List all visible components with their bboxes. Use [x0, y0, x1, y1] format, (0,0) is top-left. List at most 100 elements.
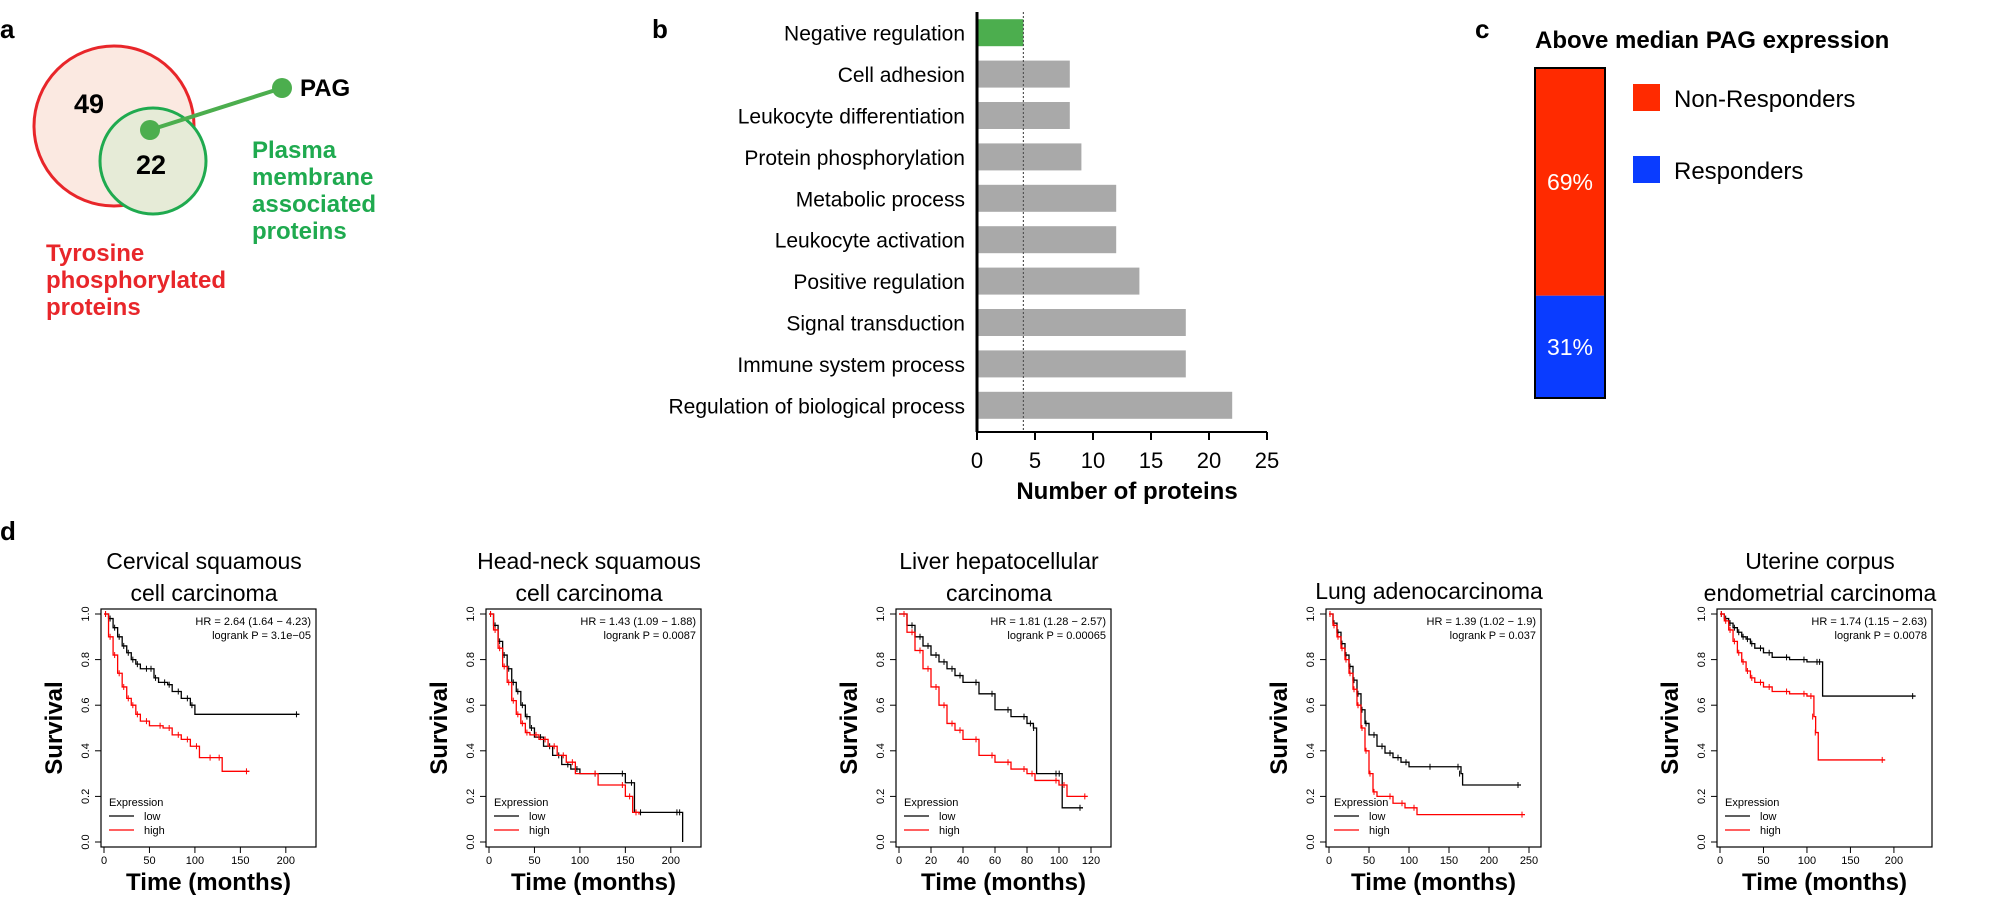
stacked-bar-title: Above median PAG expression	[1535, 27, 1889, 54]
plot-frame	[485, 608, 702, 848]
bar	[977, 143, 1082, 171]
bar	[977, 184, 1117, 212]
category-label: Immune system process	[737, 354, 965, 377]
legend-label: low	[1369, 811, 1386, 823]
logrank-p: logrank P = 0.0078	[1835, 630, 1927, 642]
y-tick-label: 0.2	[875, 789, 887, 804]
plot-title: Head-neck squamous	[477, 548, 701, 574]
stacked-bar-border	[1534, 67, 1606, 399]
category-label: Regulation of biological process	[668, 395, 965, 418]
x-axis-title: Time (months)	[1742, 869, 1907, 896]
legend-label: high	[939, 825, 960, 837]
y-tick-label: 0.2	[80, 789, 92, 804]
x-tick-label: 200	[1885, 855, 1903, 867]
plasma-membrane-label-line: proteins	[252, 218, 347, 245]
y-tick-label: 0.4	[875, 743, 887, 758]
responder-stacked-bar: Above median PAG expression 69% Non-Respo…	[1534, 27, 1889, 399]
legend-label: Responders	[1674, 158, 1803, 185]
logrank-p: logrank P = 0.00065	[1007, 630, 1106, 642]
y-tick-label: 0.2	[465, 789, 477, 804]
high-expression-curve	[1329, 613, 1525, 816]
bar	[977, 267, 1140, 295]
y-tick-label: 0.2	[1305, 789, 1317, 804]
legend-label: low	[1760, 811, 1777, 823]
x-tick-label: 60	[989, 855, 1001, 867]
y-tick-label: 0.6	[465, 698, 477, 713]
y-tick-label: 0.0	[875, 834, 887, 849]
panel-letter-a: a	[0, 14, 15, 44]
category-label: Leukocyte activation	[775, 230, 965, 253]
y-tick-label: 0.8	[875, 652, 887, 667]
tyrosine-label-line: phosphorylated	[46, 267, 226, 294]
legend-title: Expression	[904, 797, 958, 809]
plot-frame	[895, 608, 1112, 848]
x-axis-title: Time (months)	[921, 869, 1086, 896]
x-tick-label: 100	[1400, 855, 1418, 867]
x-axis-title: Time (months)	[126, 869, 291, 896]
y-axis-title: Survival	[836, 681, 863, 774]
hazard-ratio: HR = 1.43 (1.09 − 1.88)	[580, 616, 696, 628]
x-tick-label: 200	[1480, 855, 1498, 867]
high-expression-curve	[899, 613, 1088, 798]
x-tick-label: 0	[1717, 855, 1723, 867]
logrank-p: logrank P = 3.1e−05	[212, 630, 311, 642]
x-tick-label: 0	[486, 855, 492, 867]
x-tick-label: 120	[1082, 855, 1100, 867]
legend-label: Non-Responders	[1674, 86, 1855, 113]
y-tick-label: 0.6	[1305, 698, 1317, 713]
plot-title: Liver hepatocellular	[899, 548, 1099, 574]
y-tick-label: 0.4	[1305, 743, 1317, 758]
plot-frame	[1325, 608, 1542, 848]
category-label: Signal transduction	[786, 313, 965, 336]
y-tick-label: 0.2	[1696, 789, 1708, 804]
x-tick-label: 0	[896, 855, 902, 867]
plot-title: Uterine corpus	[1745, 548, 1895, 574]
y-tick-label: 1.0	[1696, 606, 1708, 621]
x-tick-label: 100	[186, 855, 204, 867]
stacked-segment	[1535, 295, 1605, 398]
plot-title: endometrial carcinoma	[1704, 580, 1937, 606]
low-expression-curve	[899, 613, 1083, 809]
x-tick-label: 150	[1440, 855, 1458, 867]
legend-swatch	[1633, 84, 1660, 111]
category-label: Protein phosphorylation	[744, 147, 965, 170]
bar	[977, 391, 1233, 419]
x-tick-label: 150	[231, 855, 249, 867]
x-tick-label: 5	[1029, 448, 1041, 473]
x-tick-label: 0	[971, 448, 983, 473]
y-tick-label: 0.4	[465, 743, 477, 758]
x-tick-label: 0	[101, 855, 107, 867]
y-axis-title: Survival	[1657, 681, 1684, 774]
logrank-p: logrank P = 0.037	[1450, 630, 1536, 642]
low-expression-curve	[1720, 613, 1916, 697]
y-tick-label: 0.4	[1696, 743, 1708, 758]
y-tick-label: 0.0	[1696, 834, 1708, 849]
y-tick-label: 0.6	[875, 698, 887, 713]
x-tick-label: 80	[1021, 855, 1033, 867]
tyrosine-label-line: Tyrosine	[46, 240, 144, 267]
segment-label: 69%	[1547, 169, 1593, 195]
bar	[977, 350, 1186, 378]
y-tick-label: 0.4	[80, 743, 92, 758]
x-tick-label: 20	[1197, 448, 1221, 473]
y-tick-label: 1.0	[80, 606, 92, 621]
bar	[977, 226, 1117, 254]
y-tick-label: 0.8	[1696, 652, 1708, 667]
inner-count: 22	[136, 150, 166, 180]
x-tick-label: 25	[1255, 448, 1279, 473]
y-tick-label: 0.6	[80, 698, 92, 713]
y-axis-title: Survival	[41, 681, 68, 774]
hazard-ratio: HR = 1.74 (1.15 − 2.63)	[1811, 616, 1927, 628]
x-tick-label: 200	[277, 855, 295, 867]
x-tick-label: 150	[1841, 855, 1859, 867]
legend-label: high	[1760, 825, 1781, 837]
high-expression-curve	[489, 613, 640, 815]
plot-title: Cervical squamous	[106, 548, 302, 574]
plasma-membrane-circle	[98, 106, 208, 216]
category-label: Cell adhesion	[838, 64, 965, 87]
x-axis-title: Time (months)	[511, 869, 676, 896]
y-tick-label: 1.0	[465, 606, 477, 621]
legend-swatch	[1633, 156, 1660, 183]
x-tick-label: 15	[1139, 448, 1163, 473]
hazard-ratio: HR = 1.81 (1.28 − 2.57)	[990, 616, 1106, 628]
